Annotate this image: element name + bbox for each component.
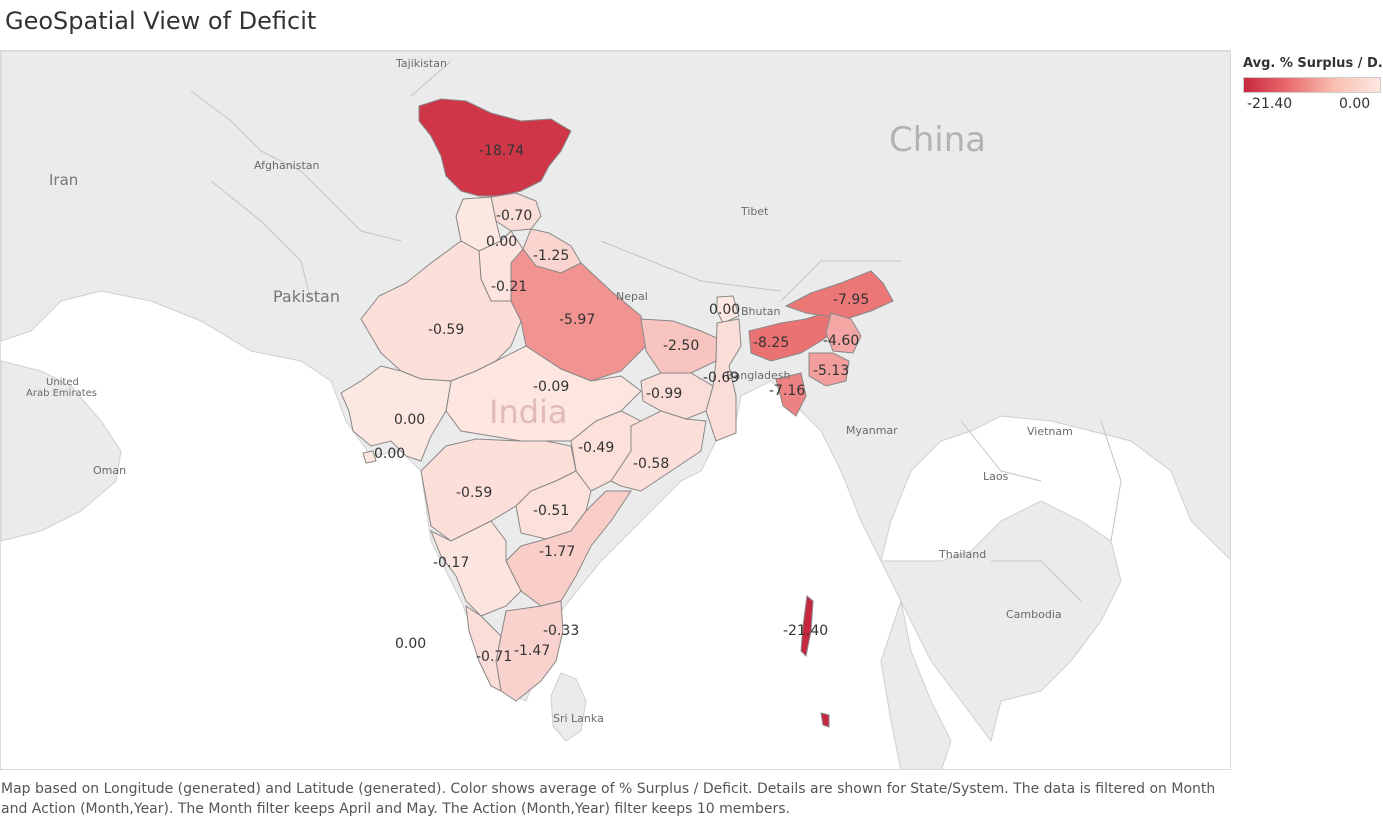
label-tajikistan: Tajikistan xyxy=(395,57,447,70)
value-label: -0.99 xyxy=(646,386,682,402)
value-label: 0.00 xyxy=(394,412,425,428)
state-nicobar[interactable] xyxy=(820,712,830,728)
country-labels: China Pakistan India Iran Afghanistan Ta… xyxy=(26,57,1073,725)
value-label: -0.49 xyxy=(578,440,614,456)
state-odisha[interactable] xyxy=(610,410,707,492)
country-borders xyxy=(190,60,1122,602)
legend-min-label: -21.40 xyxy=(1247,96,1293,112)
label-cambodia: Cambodia xyxy=(1006,608,1062,621)
state-goa-karnataka-north[interactable] xyxy=(430,520,522,617)
state-arunachal[interactable] xyxy=(784,270,894,320)
state-andhra-pradesh[interactable] xyxy=(505,490,632,607)
map-view[interactable]: China Pakistan India Iran Afghanistan Ta… xyxy=(0,50,1231,770)
label-oman: Oman xyxy=(93,464,126,477)
state-tripura[interactable] xyxy=(775,372,807,417)
value-label: -0.70 xyxy=(496,208,532,224)
value-label: -0.58 xyxy=(633,456,669,472)
value-label: -0.17 xyxy=(433,555,469,571)
label-iran: Iran xyxy=(49,171,78,189)
value-label: -1.47 xyxy=(514,643,550,659)
value-label: -0.71 xyxy=(476,649,512,665)
state-sikkim[interactable] xyxy=(716,295,740,324)
state-madhya-pradesh[interactable] xyxy=(445,345,642,442)
land-arabia xyxy=(1,360,122,542)
label-vietnam: Vietnam xyxy=(1027,425,1073,438)
value-label: -1.77 xyxy=(539,544,575,560)
legend-title: Avg. % Surplus / D.. xyxy=(1243,56,1383,71)
label-laos: Laos xyxy=(983,470,1009,483)
label-pakistan: Pakistan xyxy=(273,287,340,306)
state-uttar-pradesh[interactable] xyxy=(510,248,647,382)
label-myanmar: Myanmar xyxy=(846,424,898,437)
label-bangladesh: Bangladesh xyxy=(726,369,791,382)
state-west-bengal[interactable] xyxy=(705,318,742,442)
state-kerala[interactable] xyxy=(465,604,502,692)
value-label: -21.40 xyxy=(783,623,828,639)
value-label: -18.74 xyxy=(479,143,524,159)
value-label: -0.09 xyxy=(533,379,569,395)
state-jammu-kashmir[interactable] xyxy=(418,98,572,197)
label-tibet: Tibet xyxy=(740,205,769,218)
label-uae-line1: United xyxy=(46,377,79,388)
state-mizoram[interactable] xyxy=(808,352,850,387)
value-label: 0.00 xyxy=(395,636,426,652)
value-labels: -18.74 -0.70 0.00 -1.25 -0.21 -0.59 -5.9… xyxy=(374,143,869,665)
legend-max-label: 0.00 xyxy=(1339,96,1371,112)
state-jharkhand[interactable] xyxy=(640,372,714,420)
state-nagaland-manipur[interactable] xyxy=(825,312,862,354)
land-srilanka xyxy=(550,672,587,742)
value-label: -1.25 xyxy=(533,248,569,264)
value-label: -0.21 xyxy=(491,279,527,295)
land-north xyxy=(1,51,1230,702)
value-label: -0.69 xyxy=(703,370,739,386)
state-himachal[interactable] xyxy=(490,192,542,232)
value-label: -0.59 xyxy=(456,485,492,501)
page-title: GeoSpatial View of Deficit xyxy=(5,7,317,35)
land-indochina xyxy=(880,500,1122,743)
value-label: -0.59 xyxy=(428,322,464,338)
label-thailand: Thailand xyxy=(938,548,986,561)
label-nepal: Nepal xyxy=(616,290,648,303)
state-gujarat[interactable] xyxy=(340,365,452,462)
value-label: -7.16 xyxy=(769,383,805,399)
map-canvas[interactable]: China Pakistan India Iran Afghanistan Ta… xyxy=(1,51,1231,770)
value-label: -8.25 xyxy=(753,335,789,351)
value-label: -5.13 xyxy=(813,363,849,379)
map-caption: Map based on Longitude (generated) and L… xyxy=(1,781,1216,817)
label-india: India xyxy=(489,393,568,431)
state-daman-diu[interactable] xyxy=(362,450,377,464)
value-label: -7.95 xyxy=(833,292,869,308)
value-label: -4.60 xyxy=(823,333,859,349)
value-label: 0.00 xyxy=(709,302,740,318)
label-afghanistan: Afghanistan xyxy=(254,159,320,172)
label-china: China xyxy=(889,120,986,160)
label-bhutan: Bhutan xyxy=(741,305,781,318)
value-label: -0.51 xyxy=(533,503,569,519)
value-label: 0.00 xyxy=(374,446,405,462)
legend-gradient xyxy=(1243,77,1381,93)
state-telangana[interactable] xyxy=(515,470,592,540)
label-uae-line2: Arab Emirates xyxy=(26,388,97,399)
color-legend: Avg. % Surplus / D.. -21.40 0.00 xyxy=(1237,52,1383,112)
value-label: -2.50 xyxy=(663,338,699,354)
land-malay xyxy=(880,599,952,769)
state-andaman[interactable] xyxy=(800,595,814,658)
label-srilanka: Sri Lanka xyxy=(553,712,604,725)
india-states xyxy=(340,98,894,728)
value-label: 0.00 xyxy=(486,234,517,250)
value-label: -0.33 xyxy=(543,623,579,639)
value-label: -5.97 xyxy=(559,312,595,328)
